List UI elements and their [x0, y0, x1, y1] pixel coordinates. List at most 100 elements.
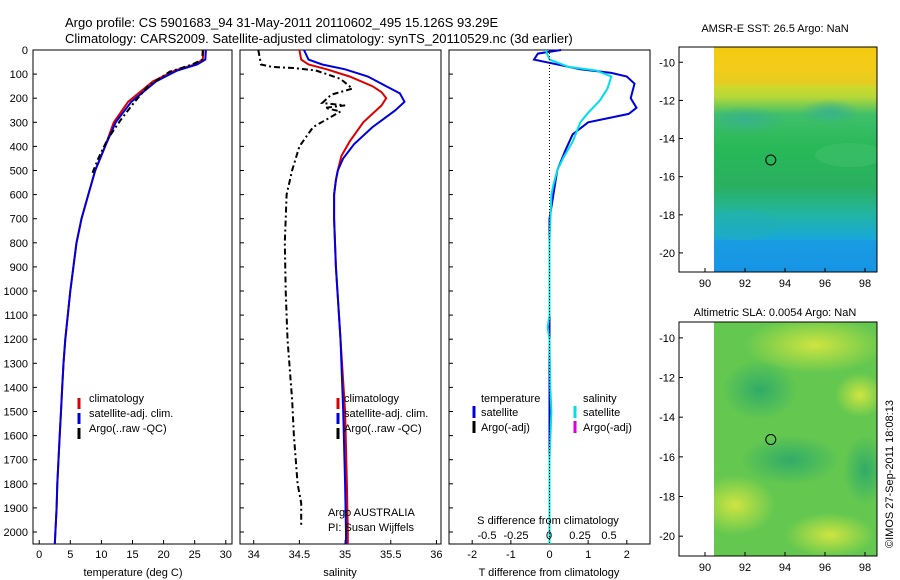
sst-map-title: AMSR-E SST: 26.5 Argo: NaN [701, 23, 848, 35]
x-tick-label: 30 [220, 549, 232, 561]
depth-tick-label: 400 [10, 141, 28, 153]
lat-tick-label: -10 [659, 57, 675, 69]
lon-tick-label: 98 [859, 562, 871, 574]
sla-high-patch [785, 513, 875, 556]
legend-label-t-argo: Argo(-adj) [481, 422, 530, 434]
x-tick-label: 5 [67, 549, 73, 561]
sst-map-ticks: 90 92 94 96 98 -10 -12 -14 -16 -18 -20 [659, 57, 871, 290]
series-climatology [298, 49, 388, 544]
salinity-x-axis: 34 34.5 35 35.5 36 [248, 540, 443, 561]
temperature-series [53, 49, 207, 545]
s-difference-ticks: -0.5 -0.25 0 0.25 0.5 [478, 530, 617, 542]
sla-low-patch [843, 435, 877, 505]
lon-tick-label: 94 [779, 278, 791, 290]
argo-pi-label: PI: Susan Wijffels [328, 522, 414, 534]
lon-tick-label: 96 [819, 562, 831, 574]
legend-label-satellite: satellite-adj. clim. [89, 408, 173, 420]
header-line-2: Climatology: CARS2009. Satellite-adjuste… [65, 31, 573, 46]
depth-tick-label: 100 [10, 69, 28, 81]
temperature-panel: 0100200300400500600700800900100011001200… [4, 45, 453, 579]
salinity-axes [239, 49, 442, 545]
s-tick-label: 0 [546, 530, 552, 542]
sla-heatmap [714, 322, 877, 556]
sla-low-patch [740, 435, 840, 485]
lon-tick-label: 96 [819, 278, 831, 290]
sst-map-axes [678, 46, 878, 273]
temperature-legend: climatology satellite-adj. clim. Argo(..… [77, 393, 173, 439]
depth-tick-label: 1800 [4, 479, 28, 491]
lon-tick-label: 92 [739, 278, 751, 290]
x-tick-label: -1 [506, 549, 516, 561]
lon-tick-label: 90 [699, 278, 711, 290]
temperature-axes [32, 49, 233, 545]
depth-tick-label: 1900 [4, 503, 28, 515]
x-tick-label: 2 [624, 549, 630, 561]
depth-tick-label: 1600 [4, 431, 28, 443]
x-tick-label: 0 [36, 549, 42, 561]
legend-label-argo: Argo(..raw -QC) [344, 423, 422, 435]
depth-tick-label: 1700 [4, 455, 28, 467]
series-satellite-adj-clim- [53, 49, 207, 545]
lat-tick-label: -18 [659, 210, 675, 222]
sla-map-axes [678, 321, 878, 557]
difference-panel: -2 -1 0 1 2 temperature salinity satellite A… [448, 49, 651, 579]
depth-tick-label: 1500 [4, 407, 28, 419]
lat-tick-label: -12 [659, 373, 675, 385]
depth-tick-label: 1300 [4, 358, 28, 370]
salinity-panel: 34 34.5 35 35.5 36 climatology satellite-adj… [239, 49, 443, 579]
sla-low-patch [722, 360, 798, 420]
depth-tick-label: 1100 [4, 310, 28, 322]
legend-label-climatology: climatology [89, 393, 145, 405]
sla-high-patch [714, 475, 775, 535]
argo-program-label: Argo AUSTRALIA [328, 507, 415, 519]
depth-tick-label: 0 [22, 45, 28, 57]
legend-label-argo: Argo(..raw -QC) [89, 423, 167, 435]
argo-position-marker [765, 434, 777, 446]
temperature-x-axis: 0 5 10 15 20 25 30 [36, 540, 232, 561]
argo-position-marker [765, 154, 777, 166]
lon-tick-label: 90 [699, 562, 711, 574]
s-tick-label: -0.5 [478, 530, 497, 542]
sla-high-patch [835, 373, 877, 417]
x-tick-label: 35.5 [380, 549, 401, 561]
sla-high-patch [745, 322, 877, 373]
lat-tick-label: -18 [659, 492, 675, 504]
lat-tick-label: -20 [659, 248, 675, 260]
depth-tick-label: 900 [10, 262, 28, 274]
series-argo-raw-qc- [90, 49, 204, 176]
x-tick-label: -2 [467, 549, 477, 561]
x-tick-label: 1 [585, 549, 591, 561]
s-tick-label: -0.25 [503, 530, 528, 542]
difference-legend: temperature salinity satellite Argo(-adj… [472, 393, 632, 434]
x-tick-label: 34.5 [289, 549, 310, 561]
depth-tick-label: 700 [10, 214, 28, 226]
x-tick-label: 36 [430, 549, 442, 561]
sla-map-title: Altimetric SLA: 0.0054 Argo: NaN [694, 307, 857, 319]
legend-label-s-argo: Argo(-adj) [583, 422, 632, 434]
lat-tick-label: -20 [659, 531, 675, 543]
depth-tick-label: 200 [10, 93, 28, 105]
salinity-series [257, 49, 406, 544]
legend-label-t-satellite: satellite [481, 407, 518, 419]
series-climatology [53, 49, 205, 545]
lon-tick-label: 98 [859, 278, 871, 290]
sst-green-patch [815, 143, 877, 167]
depth-tick-label: 2000 [4, 527, 28, 539]
sst-cool-patch [800, 99, 860, 125]
depth-axis: 0 100 200 300 400 500 600 700 800 900 1000 1100 1200… [4, 45, 453, 539]
argo-marker-circle [765, 434, 777, 446]
depth-tick-label: 600 [10, 190, 28, 202]
series-satellite-adj-clim- [303, 49, 406, 544]
x-tick-label: 34 [248, 549, 260, 561]
header-line-1: Argo profile: CS 5901683_94 31-May-2011 … [65, 15, 499, 30]
copyright-stamp: ©IMOS 27-Sep-2011 18:08:13 [884, 400, 896, 548]
depth-tick-label: 500 [10, 166, 28, 178]
s-difference-label: S difference from climatology [477, 515, 619, 527]
lon-tick-label: 92 [739, 562, 751, 574]
lat-tick-label: -10 [659, 333, 675, 345]
x-tick-label: 20 [157, 549, 169, 561]
t-difference-label: T difference from climatology [479, 567, 620, 579]
lon-tick-label: 94 [779, 562, 791, 574]
sst-teal-patch [714, 210, 780, 240]
